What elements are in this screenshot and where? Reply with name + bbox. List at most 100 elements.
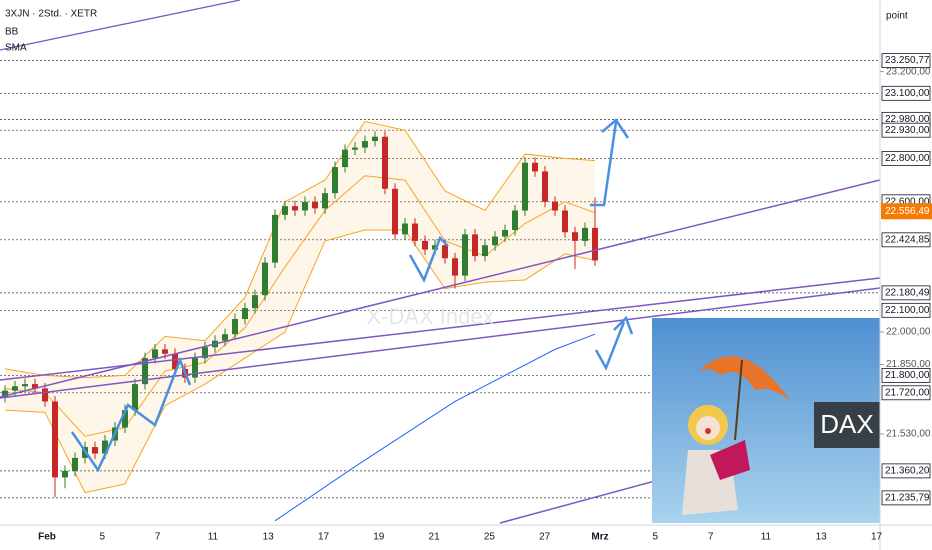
umbrella <box>698 356 790 400</box>
candle-body <box>552 201 558 211</box>
candle-body <box>12 386 18 391</box>
candle-body <box>22 384 28 387</box>
x-tick-label: 13 <box>816 532 828 543</box>
x-tick-label: 5 <box>653 532 659 543</box>
band-fill <box>5 121 595 493</box>
candle-body <box>62 470 68 478</box>
y-tick-label: 21.850,00 <box>886 359 931 370</box>
level-label: 22.424,85 <box>885 234 930 245</box>
last-price-box <box>881 203 932 220</box>
plot-area <box>0 60 880 522</box>
candle-body <box>302 201 308 211</box>
candle-body <box>422 240 428 250</box>
y-tick-label: 23.200,00 <box>886 66 931 77</box>
clown-arm <box>710 440 750 480</box>
candle-body <box>192 358 198 378</box>
candle-body <box>392 188 398 235</box>
x-tick-label: 19 <box>373 532 385 543</box>
candle-body <box>372 136 378 142</box>
x-tick-label: 17 <box>871 532 883 543</box>
x-tick-label: 13 <box>263 532 275 543</box>
candle-body <box>432 245 438 250</box>
candle-body <box>312 201 318 209</box>
level-label: 22.800,00 <box>885 153 930 164</box>
candle-body <box>592 227 598 261</box>
candle-body <box>442 245 448 259</box>
legend-entry: SMA <box>5 43 27 54</box>
umbrella-stick <box>734 359 743 441</box>
candle-body <box>492 236 498 246</box>
drawn-arrow <box>601 118 630 139</box>
candle-body <box>402 223 408 235</box>
trend-line <box>0 287 880 399</box>
picture-label: DAX <box>820 409 873 439</box>
candle-body <box>362 141 368 148</box>
candle-body <box>132 384 138 411</box>
x-tick-label: 17 <box>318 532 330 543</box>
clown-nose <box>705 428 711 434</box>
drawings <box>0 0 880 524</box>
drawn-arrow <box>613 315 634 335</box>
y-tick-label: 21.530,00 <box>886 429 931 440</box>
candle-body <box>562 210 568 233</box>
candle-body <box>232 319 238 335</box>
level-label-box <box>881 232 931 248</box>
candle-body <box>412 223 418 241</box>
label-box <box>814 402 880 448</box>
level-label-box <box>881 385 931 401</box>
level-label: 22.180,49 <box>885 288 930 299</box>
candle-body <box>582 227 588 241</box>
candle-body <box>172 353 178 369</box>
candle-body <box>332 167 338 194</box>
candle-body <box>452 258 458 276</box>
drawn-arrow <box>408 235 449 283</box>
candle-body <box>72 457 78 471</box>
candle-body <box>382 136 388 189</box>
candle-body <box>292 206 298 211</box>
trend-line <box>0 179 880 398</box>
level-label-box <box>881 151 931 166</box>
chart-title: 3XJN · 2Std. · XETR <box>5 9 97 20</box>
candle-body <box>542 171 548 202</box>
level-label: 23.250,77 <box>885 55 930 66</box>
x-tick-label: 21 <box>429 532 441 543</box>
level-label: 21.360,20 <box>885 466 930 477</box>
trend-line <box>0 0 241 51</box>
level-label-box <box>881 85 931 101</box>
x-tick-label: 5 <box>100 532 106 543</box>
x-tick-label: 7 <box>708 532 714 543</box>
axis-unit: point <box>886 11 908 22</box>
level-label: 22.600,00 <box>885 196 930 207</box>
drawn-arrow <box>70 356 192 473</box>
level-label: 22.930,00 <box>885 125 930 136</box>
candle-body <box>342 149 348 168</box>
level-label-box <box>881 302 931 318</box>
x-tick-label: 11 <box>761 532 772 543</box>
candle-body <box>482 245 488 257</box>
candle-body <box>92 447 98 454</box>
level-label: 21.720,00 <box>885 387 930 398</box>
drawn-arrow <box>590 121 618 207</box>
level-label-box <box>881 53 931 68</box>
candle-body <box>222 334 228 341</box>
level-label-box <box>881 490 931 506</box>
candle-body <box>142 358 148 385</box>
x-tick-label: Feb <box>38 532 56 543</box>
x-tick-label: Mrz <box>591 532 608 543</box>
candle-body <box>322 193 328 209</box>
band-lower <box>4 229 596 494</box>
candle-body <box>462 234 468 276</box>
candle-body <box>162 349 168 354</box>
band-upper <box>4 120 596 379</box>
candle-body <box>352 147 358 150</box>
candle-body <box>572 232 578 241</box>
candle-body <box>472 234 478 257</box>
level-label: 21.800,00 <box>885 370 930 381</box>
candle-body <box>2 390 8 398</box>
candle-body <box>42 388 48 402</box>
level-label-box <box>881 368 931 383</box>
candle-body <box>272 214 278 263</box>
y-tick-label: 22.000,00 <box>886 327 931 338</box>
level-label-box <box>881 463 931 479</box>
candle-body <box>122 410 128 428</box>
